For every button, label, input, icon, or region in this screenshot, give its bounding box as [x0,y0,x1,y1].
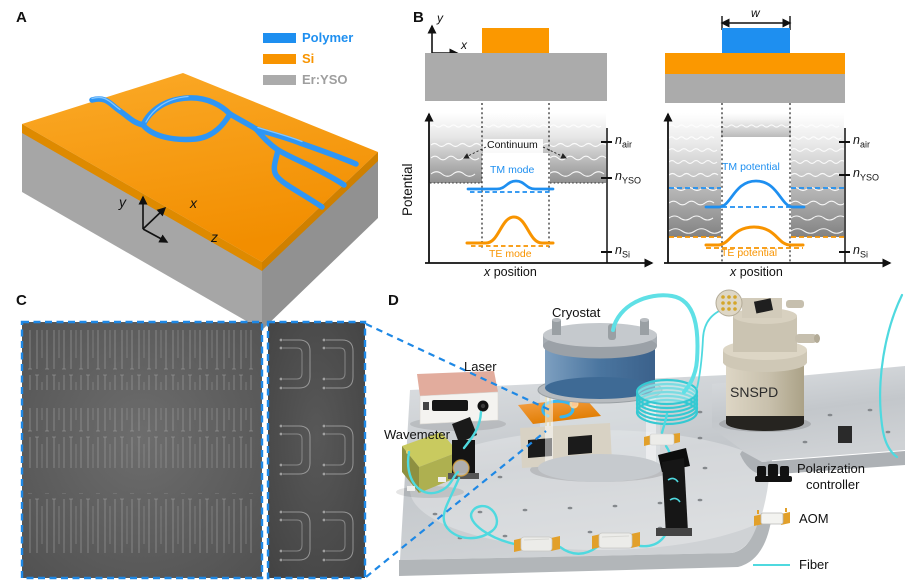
panel-d-setup [396,289,905,576]
tm-potential-curve [704,179,806,209]
si-ridge [482,28,549,53]
legend-aom-icon [754,508,790,526]
x-position-label-left: x position [484,265,537,279]
legend-swatch-si [263,54,296,64]
tm-mode-label: TM mode [490,164,535,176]
aom-front-1 [514,536,560,552]
continuum-region-right [550,113,606,183]
panel-label-c: C [16,292,27,309]
axis-b-x-label: x [461,38,467,52]
potential-axes-left [424,112,654,268]
fiber-launcher-mount [448,417,479,479]
axis-b-y-label: y [437,11,443,25]
legend-aom-label: AOM [799,511,829,526]
snspd-side-port [795,334,817,343]
legend-label-si: Si [302,51,315,66]
aom-front-2 [592,532,640,549]
legend-polarization-label-line1: Polarization [797,461,865,476]
axis-a-y-label: y [119,194,126,210]
cryostat-top-disk [543,323,657,347]
tm-mode-curve [466,179,555,191]
potential-axes-right [663,112,892,268]
n-yso-label-right: nYSO [853,166,879,183]
legend-label-eryso: Er:YSO [302,72,348,87]
waveguide-highlights [91,95,303,143]
axis-a-x-label: x [190,195,197,211]
cryostat-base-flange [538,454,662,482]
wavemeter-label: Wavemeter [384,427,450,442]
legend-fiber-label: Fiber [799,557,829,572]
si-layer [665,53,845,74]
n-air-label-right: nair [853,133,870,150]
sem-waveguide-row-3 [28,493,256,553]
sample-chip [518,398,601,424]
panel-b-right [663,16,892,268]
laser-device [417,371,499,425]
axis-a-z-label: z [211,229,218,245]
x-position-label-right: x position [730,265,783,279]
legend-polarization-label-line2: controller [806,477,860,492]
platform-component [838,426,852,443]
chip-waveguide-loop [541,399,575,419]
w-arrow [720,16,792,30]
legend-label-polymer: Polymer [302,30,354,45]
te-potential-curve [704,225,805,247]
continuum-label: Continuum [487,139,538,151]
panel-c-sem [20,320,367,580]
axes-a [138,195,169,243]
optical-table-front-face [399,515,772,576]
chip-top-face [22,73,378,262]
axes-b-left-top [427,24,459,58]
zoom-callout-lines [365,323,553,578]
snspd-assembly [715,289,852,443]
panel-b-left [424,24,654,268]
cryostat-assembly [518,318,663,482]
legend-polarization-icon [755,464,792,482]
yso-slab-left [425,53,607,101]
legend-swatch-eryso [263,75,296,85]
width-label: w [751,6,760,20]
snspd-label: SNSPD [730,384,779,400]
continuum-deep-right [791,113,844,237]
sem-waveguide-row-1 [28,330,256,390]
potential-axis-label: Potential [400,163,415,216]
n-air-label-left: nair [615,133,632,150]
panel-a-chip-3d [22,33,378,330]
continuum-label-bg [483,139,543,153]
chip-front-face [22,124,262,330]
n-si-label-left: nSi [615,243,630,260]
te-mode-curve [465,215,555,245]
wavemeter-device [402,432,458,493]
continuum-waves-right-diagram [668,124,847,234]
panel-label-b: B [413,9,424,26]
panel-label-a: A [16,9,27,26]
te-mode-label: TE mode [489,248,532,260]
table-highlight [410,430,790,550]
continuum-arrows [463,146,567,159]
legend-swatch-polymer [263,33,296,43]
sem-image-right [266,320,367,580]
aom-on-table [644,433,680,446]
chip-right-face [262,152,378,330]
te-potential-dashed [669,236,844,249]
yso-slab-right [665,74,845,103]
n-si-label-right: nSi [853,243,868,260]
cryostat-label: Cryostat [552,305,601,320]
polarization-mount [656,448,692,536]
polymer-ridge [722,28,790,53]
laser-display [432,400,468,411]
panel-label-d: D [388,292,399,309]
chip-right-si-edge [262,152,378,271]
laser-label: Laser [464,359,497,374]
n-yso-label-left: nYSO [615,169,641,186]
sem-waveguide-row-2 [28,408,256,468]
te-potential-label: TE potential [721,247,778,259]
tm-potential-label: TM potential [722,161,780,173]
snspd-top-detail [753,298,774,314]
